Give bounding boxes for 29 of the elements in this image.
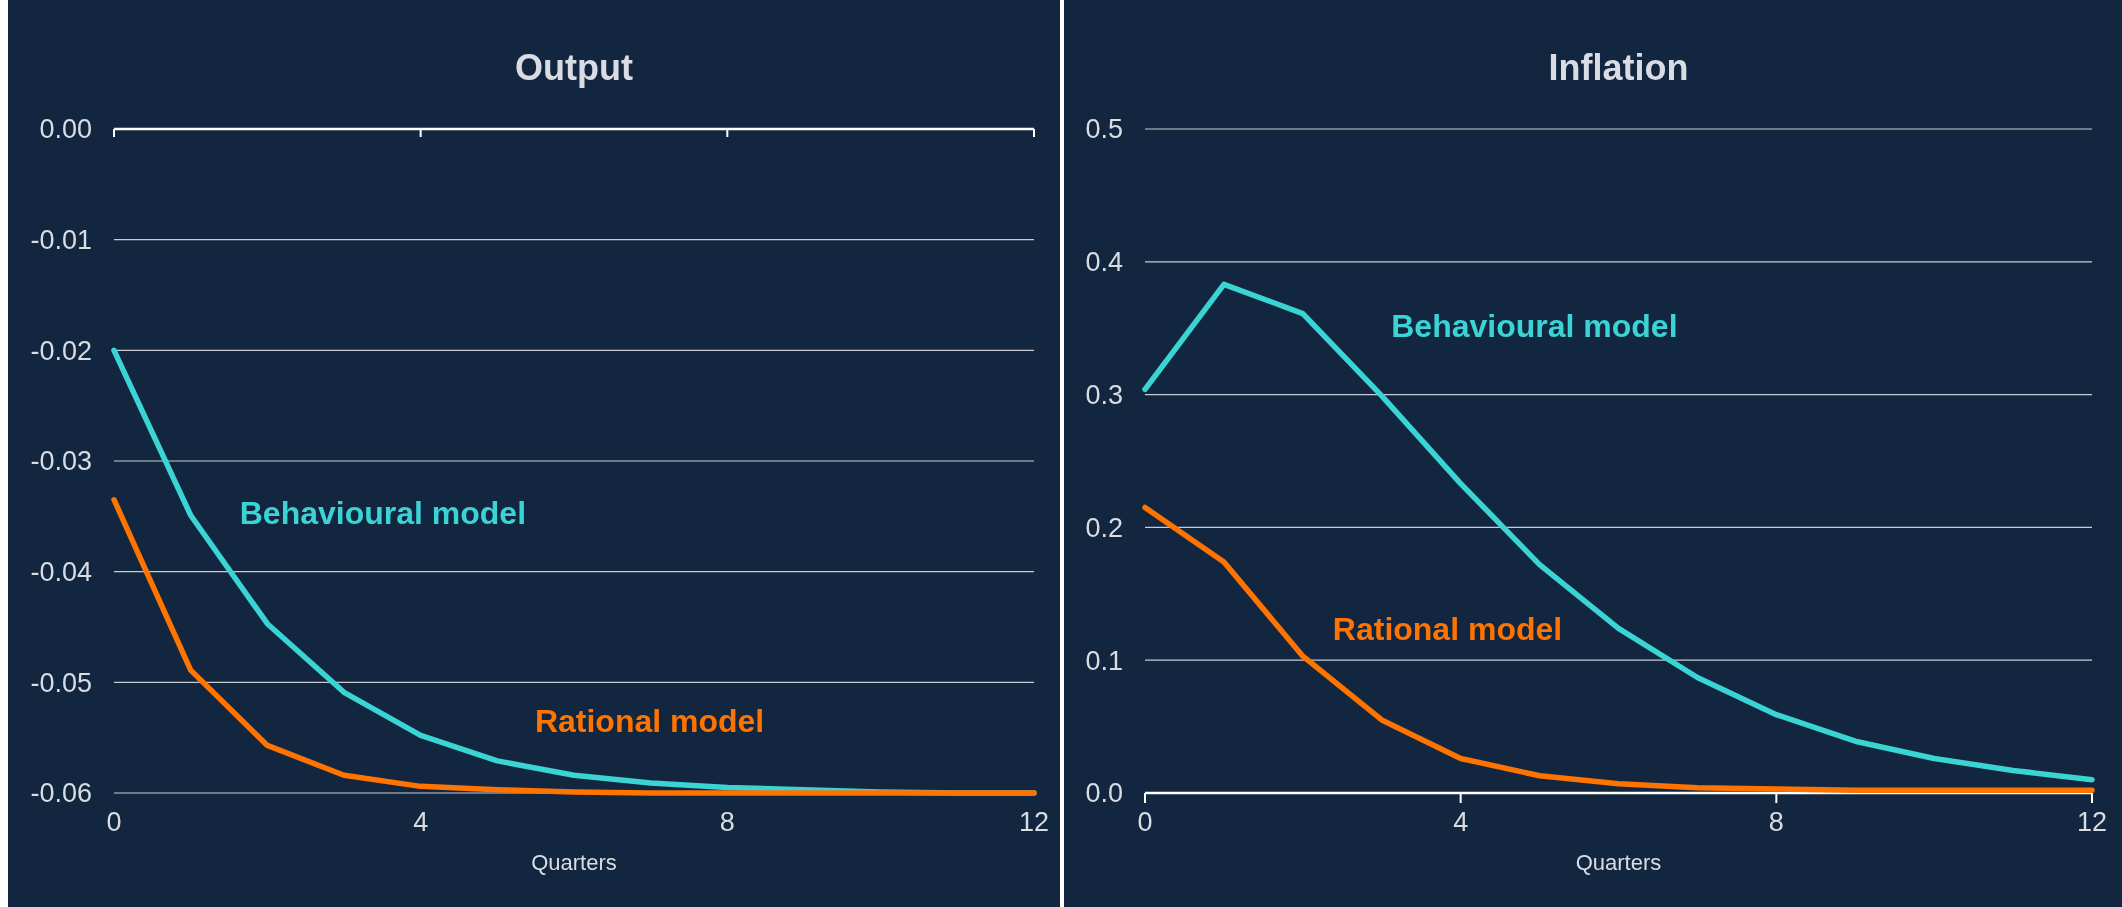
series-label: Rational model: [1332, 610, 1563, 647]
x-tick-label: 4: [1453, 807, 1469, 837]
x-tick-label: 4: [413, 807, 429, 837]
x-axis-title: Quarters: [1575, 850, 1662, 875]
series-label: Rational model: [534, 703, 765, 740]
x-tick-label: 8: [719, 807, 735, 837]
x-axis-title: Quarters: [531, 850, 617, 875]
y-tick-label: 0.0: [1085, 778, 1123, 809]
y-tick-label: 0.3: [1085, 380, 1123, 411]
y-tick-label: -0.06: [30, 778, 92, 809]
y-tick-label: 0.4: [1085, 247, 1123, 278]
y-tick-label: 0.2: [1085, 512, 1123, 543]
y-tick-label: -0.02: [30, 335, 92, 366]
x-tick-label: 8: [1768, 807, 1784, 837]
x-tick-label: 0: [1137, 807, 1153, 837]
y-tick-label: -0.01: [30, 225, 92, 256]
y-tick-label: -0.04: [30, 557, 92, 588]
series-label: Behavioural model: [1391, 307, 1678, 344]
chart-title: Output: [515, 47, 633, 88]
chart-title: Inflation: [1548, 47, 1689, 88]
x-tick-label: 12: [2076, 807, 2108, 837]
y-tick-label: 0.1: [1085, 645, 1123, 676]
y-tick-label: -0.03: [30, 446, 92, 477]
x-tick-label: 0: [106, 807, 122, 837]
y-tick-label: -0.05: [30, 667, 92, 698]
series-label: Behavioural model: [239, 495, 527, 532]
x-tick-label: 12: [1018, 807, 1050, 837]
y-tick-label: 0.00: [39, 114, 92, 145]
y-tick-label: 0.5: [1085, 114, 1123, 145]
